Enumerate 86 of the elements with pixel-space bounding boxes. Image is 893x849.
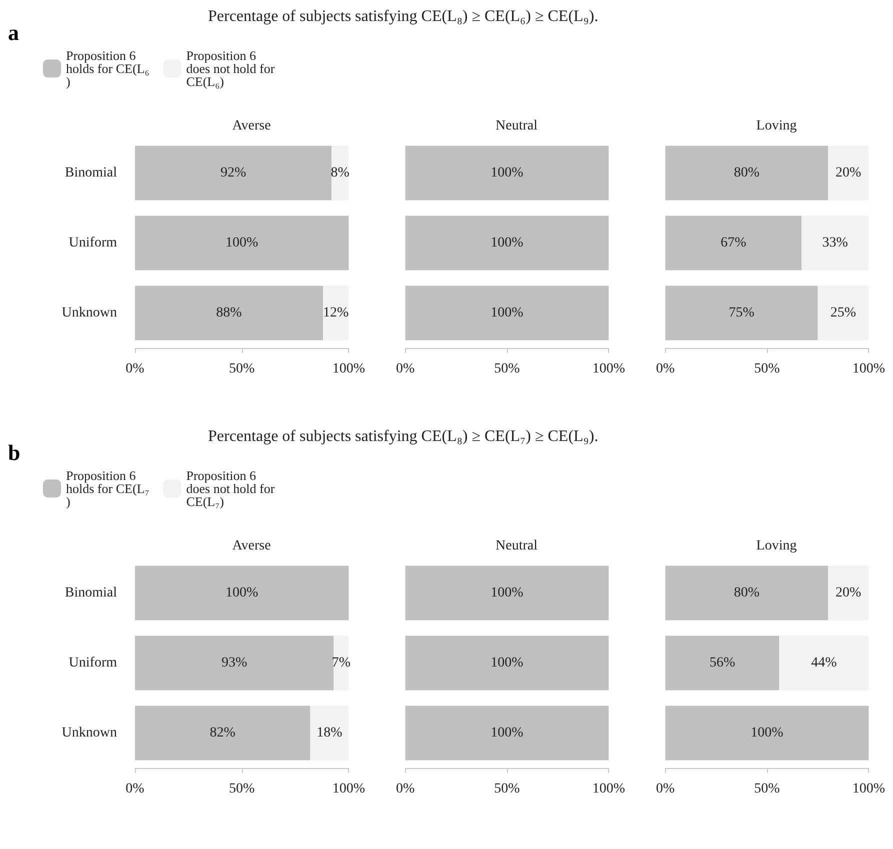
bar	[818, 286, 869, 340]
bar	[135, 636, 334, 690]
bar	[135, 146, 332, 200]
bar	[310, 706, 349, 760]
bar	[665, 706, 869, 760]
data-label: 33%	[822, 236, 848, 250]
x-tick-label: 0%	[396, 362, 415, 376]
legend-label: Proposition 6 does not hold for CE(L₆)	[186, 48, 278, 89]
data-label: 100%	[490, 306, 524, 320]
bar	[779, 636, 869, 690]
bar	[665, 636, 780, 690]
text: b	[8, 440, 20, 466]
bar	[828, 146, 869, 200]
bar	[334, 636, 349, 690]
y-tick-label: Binomial	[64, 586, 118, 600]
text: Percentage of subjects satisfying CE(L₈) ≥ CE(L₆) ≥ CE(L₉).	[208, 8, 598, 26]
data-label: 75%	[728, 306, 755, 320]
bar	[665, 146, 828, 200]
data-label: 20%	[836, 586, 862, 600]
bar	[332, 146, 349, 200]
x-tick-label: 100%	[852, 362, 886, 376]
bar	[665, 566, 828, 620]
data-label: 92%	[220, 166, 246, 180]
data-label: 80%	[734, 166, 760, 180]
x-tick-label: 100%	[332, 362, 366, 376]
legend-label: Proposition 6 holds for CE(L₇)	[66, 468, 150, 509]
chart-title: Averse	[232, 118, 271, 134]
x-tick-label: 0%	[126, 362, 145, 376]
data-label: 93%	[222, 656, 248, 670]
data-label: 8%	[330, 166, 350, 180]
data-label: 100%	[226, 586, 258, 600]
chart-title: Neutral	[496, 538, 538, 554]
data-label: 100%	[490, 726, 524, 740]
x-tick-label: 0%	[126, 782, 145, 796]
bar	[135, 286, 324, 340]
text: Percentage of subjects satisfying CE(L₈) ≥ CE(L₇) ≥ CE(L₉).	[208, 428, 598, 446]
x-tick-label: 100%	[852, 782, 886, 796]
chart-title: Neutral	[496, 118, 538, 134]
x-tick-label: 100%	[592, 782, 626, 796]
x-tick-label: 50%	[754, 782, 780, 796]
text: a	[8, 20, 19, 46]
data-label: 44%	[811, 656, 838, 670]
bar	[802, 216, 869, 270]
x-tick-label: 50%	[229, 782, 255, 796]
chart-title: Averse	[232, 538, 271, 554]
bar	[135, 566, 349, 620]
legend-label: Proposition 6 holds for CE(L₆)	[66, 48, 150, 89]
data-label: 82%	[210, 726, 236, 740]
x-tick-label: 50%	[754, 362, 780, 376]
x-tick-label: 100%	[332, 782, 366, 796]
data-label: 12%	[323, 306, 350, 320]
x-tick-label: 0%	[656, 362, 675, 376]
y-tick-label: Unknown	[62, 726, 117, 740]
data-label: 100%	[750, 726, 784, 740]
chart-title: Loving	[756, 538, 797, 554]
data-label: 20%	[836, 166, 862, 180]
data-label: 100%	[226, 236, 258, 250]
bar	[135, 706, 310, 760]
bar	[665, 216, 802, 270]
data-label: 18%	[316, 726, 343, 740]
bar	[665, 286, 818, 340]
y-tick-label: Uniform	[68, 656, 118, 670]
x-tick-label: 0%	[656, 782, 675, 796]
data-label: 100%	[490, 236, 524, 250]
x-tick-label: 100%	[592, 362, 626, 376]
data-label: 67%	[720, 236, 747, 250]
x-tick-label: 50%	[229, 362, 255, 376]
data-label: 56%	[709, 656, 736, 670]
x-tick-label: 50%	[494, 362, 520, 376]
data-label: 88%	[216, 306, 242, 320]
data-label: 25%	[830, 306, 856, 320]
bar	[828, 566, 869, 620]
data-label: 100%	[490, 166, 524, 180]
x-tick-label: 50%	[494, 782, 520, 796]
bar	[323, 286, 349, 340]
y-tick-label: Binomial	[64, 166, 118, 180]
legend-label: Proposition 6 does not hold for CE(L₇)	[186, 468, 278, 509]
data-label: 7%	[332, 656, 351, 670]
bar	[135, 216, 349, 270]
x-tick-label: 0%	[396, 782, 415, 796]
data-label: 80%	[734, 586, 760, 600]
y-tick-label: Unknown	[62, 306, 117, 320]
data-label: 100%	[490, 656, 524, 670]
y-tick-label: Uniform	[68, 236, 118, 250]
data-label: 100%	[490, 586, 524, 600]
chart-title: Loving	[756, 118, 797, 134]
